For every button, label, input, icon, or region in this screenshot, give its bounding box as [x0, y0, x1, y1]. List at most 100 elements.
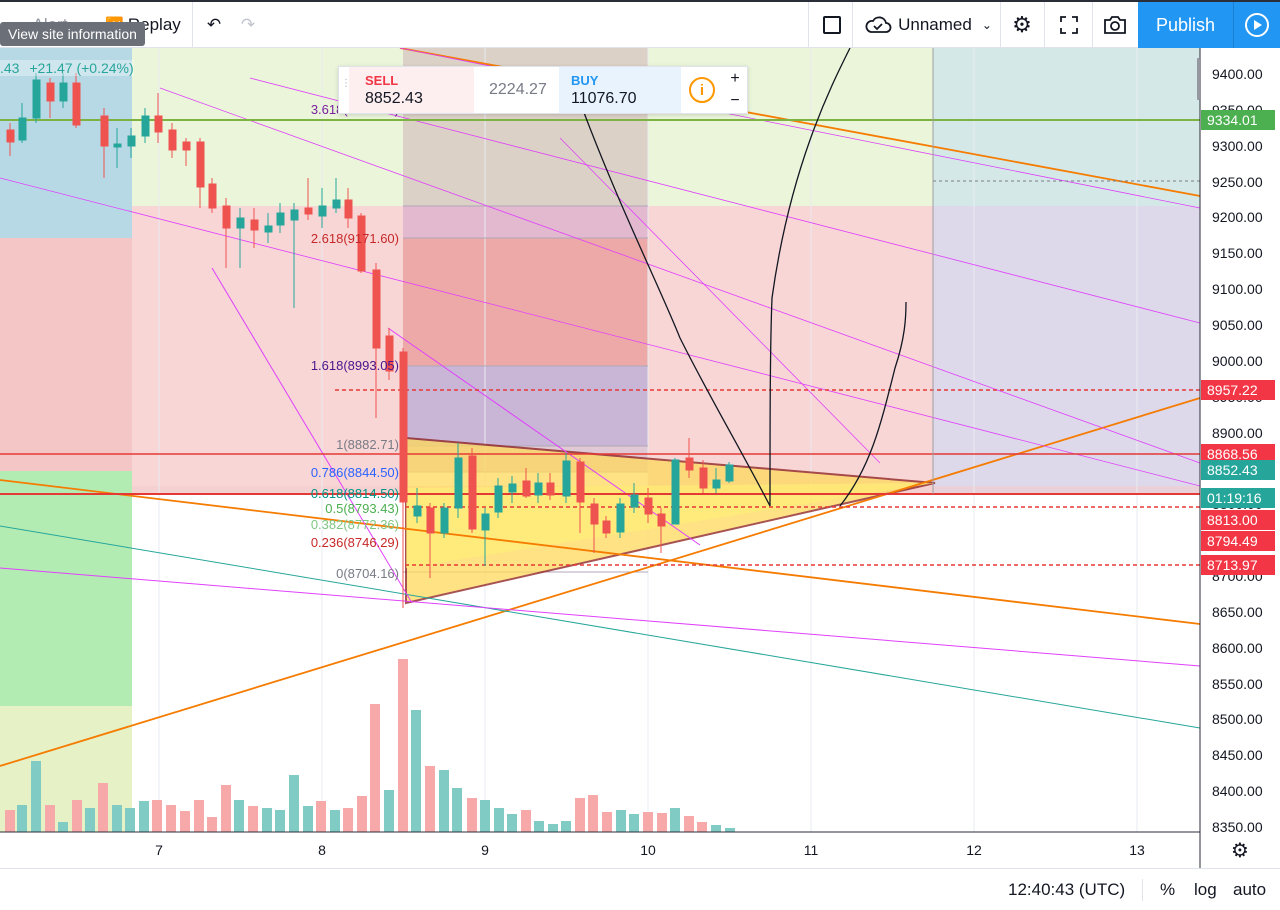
price-tick: 8600.00	[1212, 639, 1263, 656]
minus-icon: −	[730, 92, 740, 109]
play-button[interactable]	[1233, 2, 1280, 48]
sell-button[interactable]: SELL 8852.43	[349, 67, 474, 113]
price-tick: 8900.00	[1212, 424, 1263, 441]
quantity-minus-button[interactable]: −	[724, 90, 746, 112]
price-tick: 9250.00	[1212, 173, 1263, 190]
divider	[1000, 2, 1001, 48]
buy-label: BUY	[571, 73, 599, 88]
sell-label: SELL	[365, 73, 399, 88]
settings-button[interactable]: ⚙	[1004, 2, 1040, 48]
zone-teal	[933, 48, 1200, 206]
candles[interactable]	[6, 73, 734, 608]
fib-level-label: 0(8704.16)	[336, 566, 399, 581]
time-tick: 11	[803, 842, 819, 858]
zone-blue	[0, 48, 132, 238]
play-icon	[1245, 13, 1269, 37]
bottom-toolbar: 12:40:43 (UTC) % log auto	[0, 868, 1280, 910]
info-icon: i	[699, 81, 705, 99]
divider	[808, 2, 809, 48]
legend-change: +21.47 (+0.24%)	[29, 60, 134, 76]
price-tick: 8550.00	[1212, 675, 1263, 692]
price-badge[interactable]: 01:19:16	[1201, 488, 1275, 508]
price-tick: 8400.00	[1212, 783, 1263, 800]
projection-path-1[interactable]	[582, 48, 851, 507]
gear-icon: ⚙	[1231, 839, 1249, 862]
chart-canvas[interactable]	[0, 48, 1280, 868]
price-badge[interactable]: 8852.43	[1201, 460, 1275, 480]
fib-level-label: 0.786(8844.50)	[310, 465, 399, 480]
redo-icon: ↷	[240, 15, 256, 34]
fib-level-label: 1(8882.71)	[336, 437, 399, 452]
cloud-icon	[865, 16, 892, 33]
legend-price: .43	[0, 60, 20, 76]
camera-icon	[1104, 16, 1126, 34]
fib-level-label: 0.5(8793.43)	[325, 501, 399, 516]
price-tick: 9400.00	[1212, 66, 1263, 82]
price-tick: 9050.00	[1212, 317, 1263, 333]
publish-label: Publish	[1155, 14, 1216, 35]
fib-level-label: 0.382(8772.36)	[310, 517, 399, 532]
chevron-down-icon: ⌄	[981, 18, 992, 32]
gear-icon: ⚙	[1012, 12, 1032, 37]
price-tick: 9200.00	[1212, 209, 1263, 226]
fib-level-label: 0.236(8746.29)	[310, 535, 399, 550]
price-axis[interactable]	[1201, 48, 1280, 832]
price-tick: 8450.00	[1212, 747, 1263, 764]
divider	[852, 2, 853, 48]
auto-scale-toggle[interactable]: auto	[1233, 869, 1266, 910]
price-badge[interactable]: 8813.00	[1201, 510, 1275, 530]
time-tick: 9	[481, 842, 489, 858]
price-badge[interactable]: 8713.97	[1201, 555, 1275, 575]
price-tick: 8350.00	[1212, 819, 1263, 835]
price-tick: 9300.00	[1212, 137, 1263, 154]
vertical-grid	[158, 48, 1138, 832]
quantity-plus-button[interactable]: +	[724, 68, 746, 90]
fullscreen-button[interactable]	[1050, 2, 1088, 48]
snapshot-button[interactable]	[1096, 2, 1134, 48]
undo-icon: ↶	[206, 15, 222, 34]
zone-mauve	[403, 206, 648, 238]
plus-icon: +	[730, 70, 740, 87]
zone-green	[0, 471, 132, 706]
legend: .43 +21.47 (+0.24%)	[0, 60, 134, 76]
time-tick: 13	[1129, 842, 1145, 858]
buy-button[interactable]: BUY 11076.70	[559, 67, 681, 113]
price-tick: 8650.00	[1212, 603, 1263, 620]
price-badge[interactable]: 8868.56	[1201, 444, 1275, 464]
divider	[192, 2, 193, 48]
price-badge[interactable]: 9334.01	[1201, 110, 1275, 130]
clock-timezone[interactable]: 12:40:43 (UTC)	[1008, 869, 1125, 910]
divider	[1142, 879, 1143, 901]
chart-area[interactable]: 9400.009350.009300.009250.009200.009150.…	[0, 48, 1280, 868]
info-button[interactable]: i	[689, 77, 715, 103]
buy-sell-panel: ⋮⋮ SELL 8852.43 2224.27 BUY 11076.70 i +…	[338, 66, 748, 114]
undo-button[interactable]: ↶	[198, 2, 230, 48]
drag-handle[interactable]: ⋮⋮	[341, 79, 361, 99]
site-info-tooltip: View site information	[0, 22, 145, 46]
auto-label: auto	[1233, 879, 1267, 899]
zone-redder	[403, 238, 648, 366]
log-label: log	[1194, 879, 1217, 899]
publish-button[interactable]: Publish	[1138, 2, 1233, 48]
price-badge[interactable]: 8794.49	[1201, 531, 1275, 551]
triangle-inner	[406, 483, 935, 568]
buy-price: 11076.70	[571, 90, 637, 107]
percent-scale-toggle[interactable]: %	[1160, 869, 1175, 910]
log-scale-toggle[interactable]: log	[1194, 869, 1217, 910]
layout-menu-button[interactable]: Unnamed ⌄	[858, 2, 998, 48]
time-tick: 10	[640, 842, 656, 858]
clock-label: 12:40:43 (UTC)	[1008, 879, 1126, 899]
volume-bars	[5, 659, 735, 832]
price-tick: 8500.00	[1212, 711, 1263, 728]
price-scroll-handle[interactable]	[1197, 58, 1200, 100]
expand-icon	[1060, 16, 1078, 34]
spread-value: 2224.27	[489, 81, 547, 98]
redo-button[interactable]: ↷	[232, 2, 264, 48]
axis-settings-button[interactable]: ⚙	[1228, 838, 1252, 862]
percent-label: %	[1160, 879, 1176, 899]
projection-path-2[interactable]	[839, 301, 907, 507]
price-badge[interactable]: 8957.22	[1201, 380, 1275, 400]
price-tick: 9150.00	[1212, 245, 1263, 262]
fullscreen-toggle-button[interactable]	[814, 2, 850, 48]
zone-pink-right	[648, 206, 933, 494]
